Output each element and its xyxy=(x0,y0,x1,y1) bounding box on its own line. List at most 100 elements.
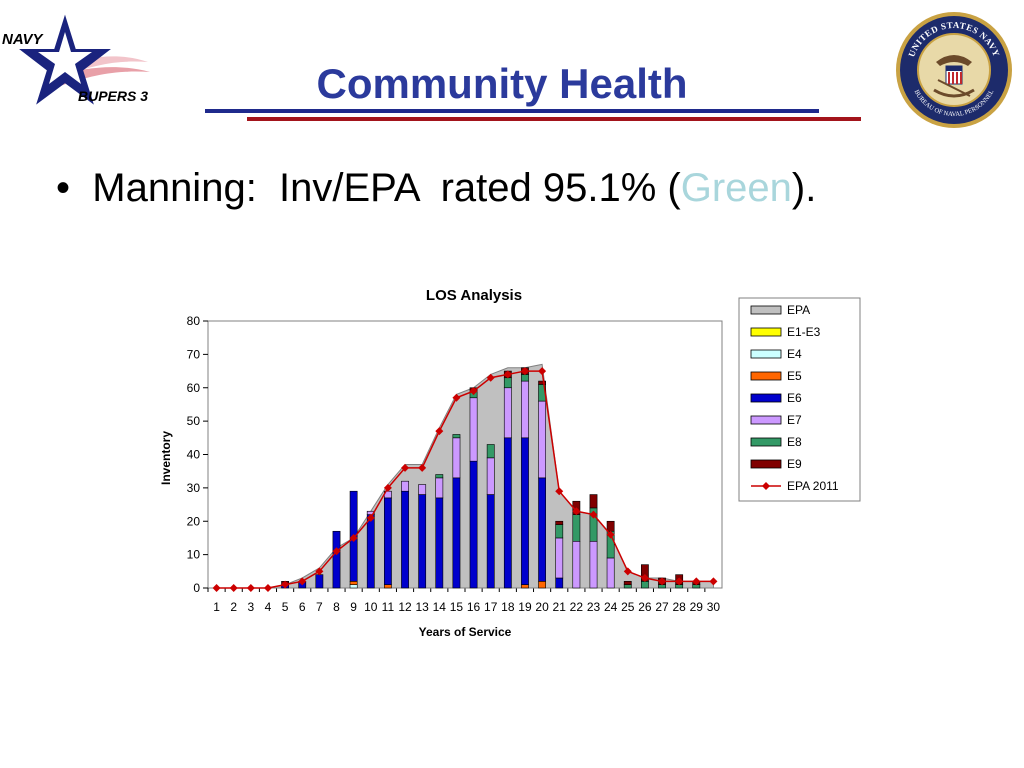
bar-e7 xyxy=(572,540,581,589)
bar-e6 xyxy=(384,497,392,585)
legend-label: E8 xyxy=(787,435,802,449)
point-epa-2011 xyxy=(709,577,718,586)
x-tick-label: 2 xyxy=(230,600,237,614)
y-tick-label: 60 xyxy=(187,381,201,395)
bar-e9 xyxy=(623,581,632,585)
bar-e6 xyxy=(555,577,564,589)
point-epa-2011 xyxy=(332,547,341,556)
point-epa-2011 xyxy=(315,567,324,576)
point-epa-2011 xyxy=(383,483,392,492)
title-rule-red xyxy=(247,117,861,121)
x-tick-label: 29 xyxy=(690,600,704,614)
bar-e7 xyxy=(452,437,461,479)
bar-e5 xyxy=(384,584,392,589)
bar-e7 xyxy=(589,540,598,589)
y-tick-label: 40 xyxy=(187,448,201,462)
y-tick-label: 0 xyxy=(193,581,200,595)
x-tick-label: 6 xyxy=(299,600,306,614)
bar-e5 xyxy=(521,584,529,589)
bar-e7 xyxy=(401,480,409,492)
bullet-highlight-green: Green xyxy=(680,166,792,210)
legend-label: E9 xyxy=(787,457,802,471)
point-epa-2011 xyxy=(503,370,512,379)
legend-label: EPA xyxy=(787,303,810,317)
bar-e8 xyxy=(623,584,632,589)
bullet-marker: • xyxy=(56,166,71,210)
los-analysis-chart: LOS Analysis Inventory Years of Service … xyxy=(159,287,861,639)
point-epa-2011 xyxy=(623,567,632,576)
bar-e8 xyxy=(555,524,564,539)
x-tick-label: 25 xyxy=(621,600,635,614)
bar-e8 xyxy=(521,374,529,382)
point-epa-2011 xyxy=(469,387,478,396)
bar-e9 xyxy=(589,494,598,509)
point-epa-2011 xyxy=(349,533,358,542)
x-tick-label: 24 xyxy=(604,600,618,614)
x-tick-label: 14 xyxy=(433,600,447,614)
point-epa-2011 xyxy=(298,577,307,586)
title-rule-blue xyxy=(205,109,819,113)
bar-e7 xyxy=(555,537,564,579)
x-tick-label: 11 xyxy=(382,600,395,614)
x-tick-label: 15 xyxy=(450,600,464,614)
x-tick-label: 4 xyxy=(265,600,272,614)
x-tick-label: 17 xyxy=(484,600,498,614)
point-epa-2011 xyxy=(486,373,495,382)
bar-e6 xyxy=(469,460,478,589)
point-epa-2011 xyxy=(606,530,615,539)
point-epa-2011 xyxy=(263,584,272,592)
bar-e8 xyxy=(572,514,581,542)
x-tick-label: 13 xyxy=(415,600,429,614)
y-tick-label: 20 xyxy=(187,514,201,528)
bar-e4 xyxy=(349,584,358,589)
naval-personnel-seal: UNITED STATES NAVY BUREAU OF NAVAL PERSO… xyxy=(896,12,1012,128)
bar-e7 xyxy=(606,557,615,589)
bullet-suffix: ). xyxy=(791,166,817,210)
bar-e6 xyxy=(366,514,375,589)
legend-label: E4 xyxy=(787,347,802,361)
x-tick-label: 26 xyxy=(638,600,652,614)
bar-e6 xyxy=(401,490,409,589)
legend-label: EPA 2011 xyxy=(787,479,839,493)
bar-e6 xyxy=(486,494,495,589)
point-epa-2011 xyxy=(418,463,427,472)
logo-text-bupers: BUPERS 3 xyxy=(78,88,148,104)
bar-e5 xyxy=(349,581,358,585)
point-epa-2011 xyxy=(640,573,649,582)
bar-e6 xyxy=(418,494,427,589)
bar-e8 xyxy=(435,474,444,479)
y-tick-label: 80 xyxy=(187,314,201,328)
x-tick-label: 19 xyxy=(518,600,532,614)
legend-swatch xyxy=(750,305,782,315)
bar-e8 xyxy=(452,434,461,439)
bar-e7 xyxy=(521,380,529,439)
point-epa-2011 xyxy=(212,584,221,592)
bar-e7 xyxy=(418,484,427,495)
bar-e7 xyxy=(538,400,546,479)
bar-e9 xyxy=(606,520,615,532)
chart-ylabel: Inventory xyxy=(159,431,173,485)
point-epa-2011 xyxy=(229,584,238,592)
chart-title: LOS Analysis xyxy=(426,287,522,304)
y-tick-label: 10 xyxy=(187,548,201,562)
legend-label: E7 xyxy=(787,413,802,427)
legend-label: E6 xyxy=(787,391,802,405)
navy-bupers3-logo: NAVY BUPERS 3 xyxy=(2,14,150,105)
y-tick-label: 70 xyxy=(187,347,201,361)
legend-label: E5 xyxy=(787,369,802,383)
x-tick-label: 28 xyxy=(672,600,686,614)
point-epa-2011 xyxy=(658,577,667,586)
bar-e6 xyxy=(521,437,529,585)
point-epa-2011 xyxy=(692,577,701,586)
x-tick-label: 20 xyxy=(535,600,549,614)
point-epa-2011 xyxy=(401,463,410,472)
y-tick-label: 30 xyxy=(187,481,201,495)
point-epa-2011 xyxy=(435,427,444,436)
x-tick-label: 21 xyxy=(553,600,567,614)
chart-legend: EPA E1-E3 E4 E5 E6 E7 E8 E9 EPA 2011 xyxy=(738,297,861,502)
bar-e6 xyxy=(435,497,444,589)
point-epa-2011 xyxy=(555,487,564,496)
legend-swatch xyxy=(750,327,782,337)
bar-e6 xyxy=(452,477,461,589)
